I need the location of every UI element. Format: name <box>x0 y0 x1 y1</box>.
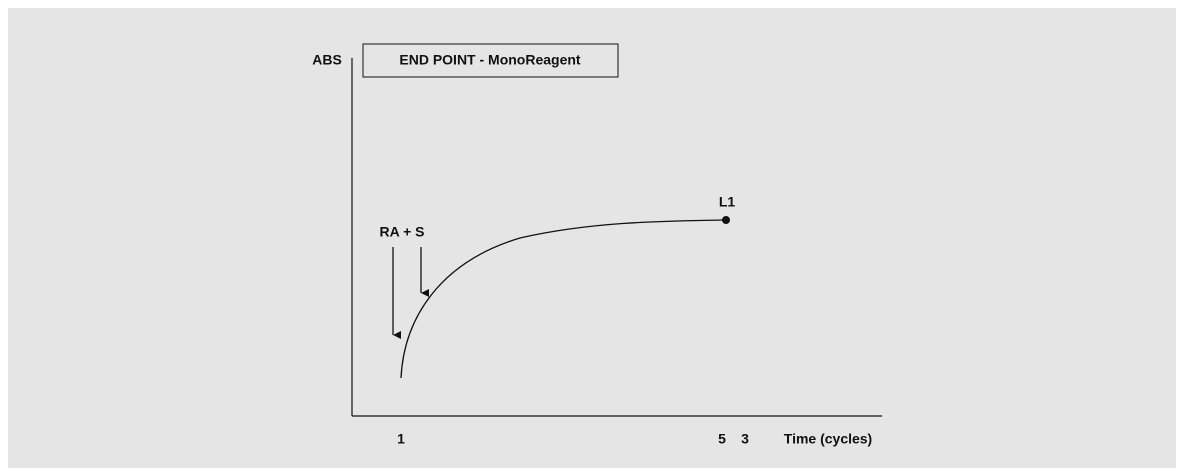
x-label: 1 <box>397 431 405 447</box>
title-box <box>362 43 619 78</box>
x-label: 5 <box>718 431 726 447</box>
curve <box>400 219 727 379</box>
end-point-label: L1 <box>719 194 736 210</box>
title: END POINT - MonoReagent <box>399 52 581 68</box>
addition-label: RA + S <box>380 224 425 240</box>
x-label: 3 <box>741 431 749 447</box>
y-axis-label: ABS <box>312 52 342 68</box>
end-point <box>722 216 730 224</box>
panel <box>8 8 1176 468</box>
x-axis-label: Time (cycles) <box>784 431 872 447</box>
